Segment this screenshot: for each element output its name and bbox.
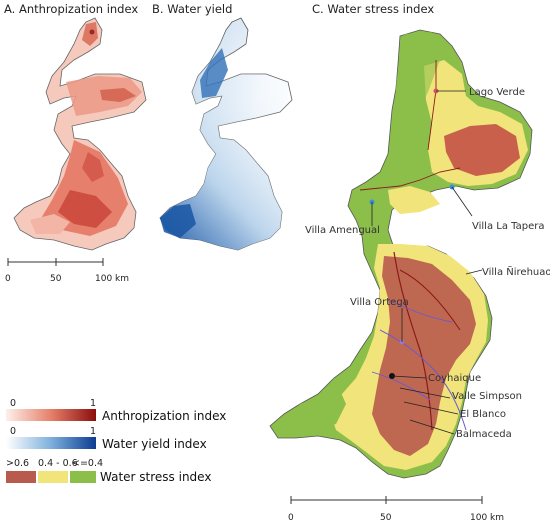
town-label-balmaceda: Balmaceda xyxy=(456,429,512,440)
scale-right-tick-0: 0 xyxy=(288,513,294,523)
legend-water-gradient xyxy=(6,437,96,449)
scale-bar-left: 0 50 100 km xyxy=(5,258,129,284)
town-label-villa-nirehuao: Villa Ñirehuao xyxy=(482,265,550,278)
legend-stress-swatch-high xyxy=(6,471,36,483)
legend-anthro-gradient xyxy=(6,409,96,421)
legend-stress-label: Water stress index xyxy=(100,470,211,484)
legend-stress-swatch-low xyxy=(70,471,96,483)
legend-anthro-label: Anthropization index xyxy=(102,409,226,423)
town-label-villa-amengual: Villa Amengual xyxy=(305,225,380,236)
panel-c-title: C. Water stress index xyxy=(312,2,435,16)
legend-water-stress: >0.6 0.4 - 0.6 <=0.4 Water stress index xyxy=(6,458,211,484)
town-label-villa-la-tapera: Villa La Tapera xyxy=(472,221,544,232)
legend-stress-class-high: >0.6 xyxy=(6,458,29,469)
legend-stress-class-mid: 0.4 - 0.6 xyxy=(38,458,78,469)
scale-bar-right: 0 50 100 km xyxy=(288,496,504,523)
panel-a-title: A. Anthropization index xyxy=(4,2,139,16)
water-yield-map xyxy=(159,17,293,251)
legend-anthro-min: 0 xyxy=(10,398,16,409)
legend-stress-class-low: <=0.4 xyxy=(72,458,103,469)
legend-water-label: Water yield index xyxy=(102,437,207,451)
legend-anthro-max: 1 xyxy=(90,398,96,409)
legend-water-yield: 0 1 Water yield index xyxy=(6,426,207,451)
legend-water-max: 1 xyxy=(90,426,96,437)
scale-left-tick-50: 50 xyxy=(50,274,62,284)
town-label-villa-ortega: Villa Ortega xyxy=(350,297,409,308)
town-label-coyhaique: Coyhaique xyxy=(428,373,481,384)
scale-left-tick-100: 100 km xyxy=(95,274,129,284)
town-label-el-blanco: El Blanco xyxy=(460,409,506,420)
panel-b-title: B. Water yield xyxy=(152,2,233,16)
town-label-lago-verde: Lago Verde xyxy=(469,87,525,98)
scale-right-tick-100: 100 km xyxy=(470,513,504,523)
scale-right-tick-50: 50 xyxy=(380,513,392,523)
water-stress-map: Lago Verde Villa La Tapera Villa Amengua… xyxy=(269,29,550,479)
legend-stress-swatch-mid xyxy=(38,471,68,483)
legend-anthropization: 0 1 Anthropization index xyxy=(6,398,226,423)
legend-water-min: 0 xyxy=(10,426,16,437)
town-label-valle-simpson: Valle Simpson xyxy=(452,391,522,402)
town-leaders xyxy=(371,90,483,435)
anthropization-map xyxy=(13,17,147,251)
scale-left-tick-0: 0 xyxy=(5,274,11,284)
